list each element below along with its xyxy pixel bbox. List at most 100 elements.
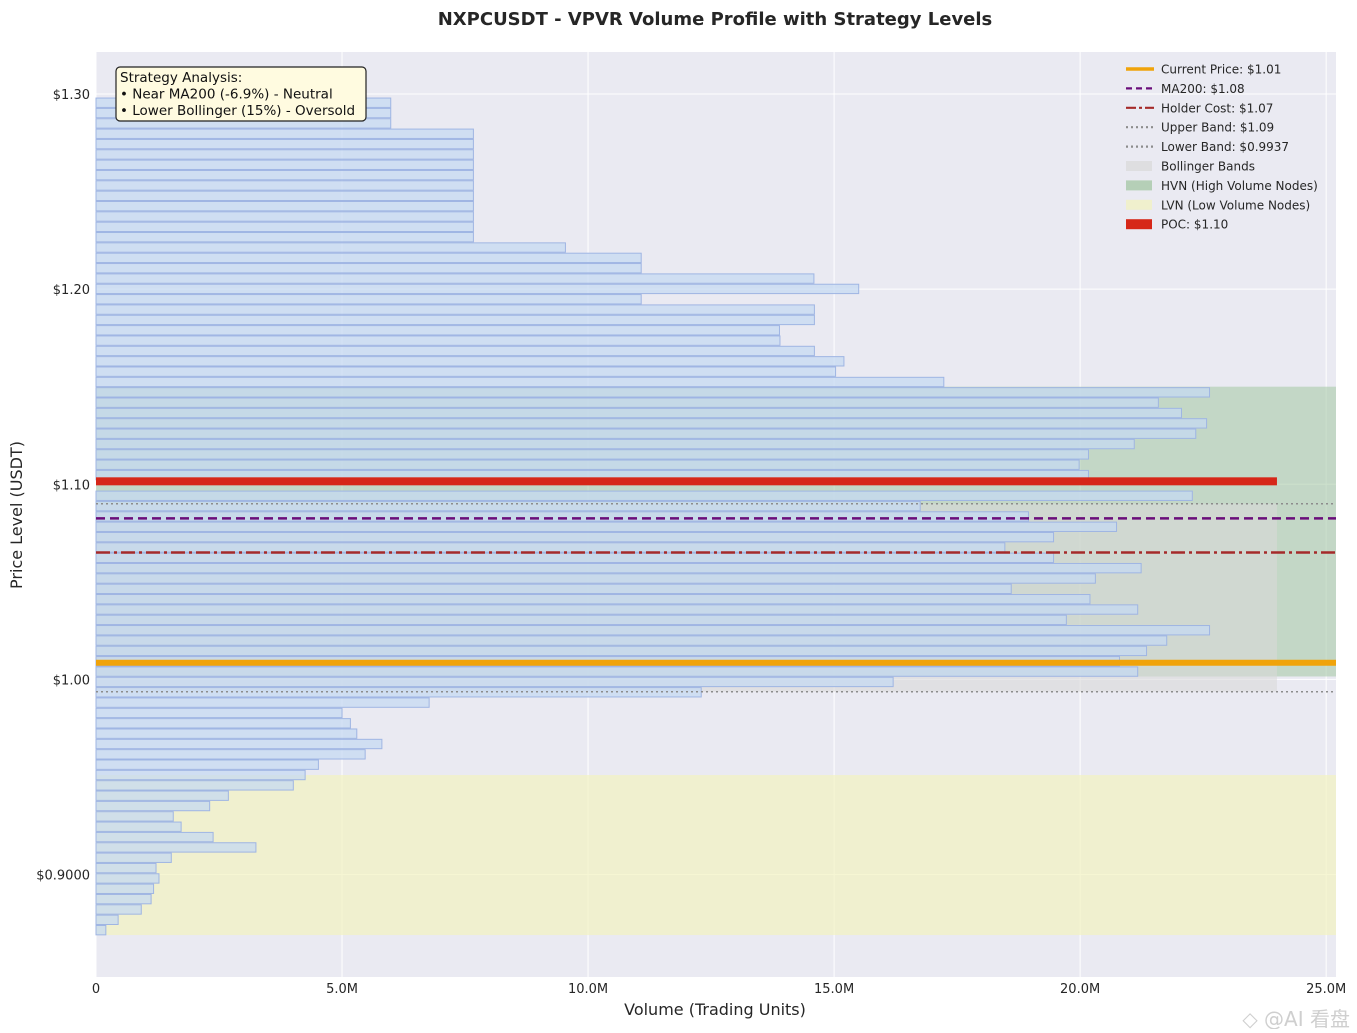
volume-bar-53 [95, 376, 945, 388]
legend-label-7: LVN (Low Volume Nodes) [1161, 198, 1310, 212]
volume-bar-1 [95, 914, 119, 926]
legend-label-6: HVN (High Volume Nodes) [1161, 179, 1318, 193]
x-tick-label-5: 25.0M [1306, 982, 1346, 997]
volume-bar-50 [95, 407, 1182, 419]
volume-bar-42 [95, 490, 1193, 501]
volume-bar-69 [95, 211, 474, 222]
volume-bar-7 [95, 852, 172, 863]
volume-bar-27 [95, 645, 1148, 657]
volume-bar-21 [95, 707, 343, 719]
y-tick-label-4: $1.30 [53, 88, 90, 103]
volume-bar-36 [95, 552, 1055, 564]
volume-bar-61 [95, 294, 642, 305]
strategy-levels [96, 503, 1336, 693]
legend-swatch-6 [1126, 180, 1152, 191]
volume-bar-6 [95, 862, 157, 874]
legend-label-3: Upper Band: $1.09 [1161, 121, 1274, 135]
x-tick-label-3: 15.0M [814, 982, 854, 997]
x-tick-label-2: 10.0M [568, 982, 608, 997]
legend-label-0: Current Price: $1.01 [1161, 63, 1281, 77]
x-tick-label-0: 0 [92, 982, 100, 997]
volume-bar-63 [95, 273, 815, 284]
volume-bar-73 [95, 169, 474, 181]
annotation-line-1: • Near MA200 (-6.9%) - Neutral [120, 87, 333, 103]
volume-bar-54 [95, 366, 837, 377]
axis-ticks: 0 5.0M 10.0M 15.0M 20.0M 25.0M $0.9000 $1.00 $1.… [36, 88, 1346, 997]
volume-bar-31 [95, 604, 1139, 615]
x-axis-label: Volume (Trading Units) [624, 1000, 806, 1019]
volume-bar-59 [95, 314, 815, 326]
zone-2 [96, 775, 1336, 936]
volume-bar-12 [95, 800, 211, 812]
legend-label-1: MA200: $1.08 [1161, 82, 1245, 96]
volume-bar-28 [95, 635, 1168, 646]
volume-bar-76 [95, 138, 474, 150]
volume-bars [95, 97, 1277, 936]
volume-bar-75 [95, 149, 474, 160]
volume-bar-48 [95, 428, 1197, 439]
volume-bar-32 [95, 594, 1091, 605]
volume-bar-22 [95, 697, 430, 708]
volume-bar-47 [95, 438, 1135, 450]
volume-bar-57 [95, 335, 781, 346]
volume-bar-15 [95, 769, 306, 781]
volume-bar-60 [95, 304, 815, 315]
y-tick-label-0: $0.9000 [36, 869, 90, 884]
volume-bar-25 [95, 666, 1139, 677]
volume-bar-2 [95, 904, 142, 915]
volume-bar-24 [95, 676, 894, 688]
legend-label-2: Holder Cost: $1.07 [1161, 101, 1273, 115]
volume-bar-38 [95, 531, 1055, 543]
volume-bar-4 [95, 883, 155, 894]
volume-bar-13 [95, 790, 229, 801]
volume-bar-71 [95, 190, 474, 202]
volume-bar-52 [95, 387, 1211, 398]
volume-bar-29 [95, 625, 1211, 636]
volume-bar-55 [95, 356, 845, 367]
volume-bar-40 [95, 511, 1029, 522]
volume-bar-77 [95, 128, 474, 139]
volume-bar-66 [95, 242, 566, 253]
x-tick-label-4: 20.0M [1060, 982, 1100, 997]
volume-bar-0 [95, 924, 107, 936]
legend-label-8: POC: $1.10 [1161, 218, 1228, 232]
legend-swatch-8 [1126, 219, 1152, 230]
annotation-line-0: Strategy Analysis: [120, 70, 242, 86]
volume-bar-14 [95, 780, 294, 791]
volume-bar-64 [95, 263, 642, 274]
volume-bar-67 [95, 232, 474, 243]
volume-bar-5 [95, 873, 160, 884]
volume-bar-16 [95, 759, 319, 770]
volume-bar-34 [95, 573, 1096, 584]
volume-bar-35 [95, 562, 1142, 574]
annotation-line-2: • Lower Bollinger (15%) - Oversold [120, 103, 355, 119]
volume-bar-58 [95, 325, 780, 336]
volume-bar-8 [95, 842, 257, 853]
volume-bar-41 [95, 500, 921, 512]
volume-bar-11 [95, 811, 174, 822]
y-tick-label-3: $1.20 [53, 283, 90, 298]
volume-bar-3 [95, 893, 152, 905]
y-axis-label: Price Level (USDT) [7, 441, 26, 589]
legend-label-5: Bollinger Bands [1161, 160, 1255, 174]
annotation-box [115, 66, 367, 122]
volume-bar-9 [95, 831, 214, 843]
legend-label-4: Lower Band: $0.9937 [1161, 140, 1289, 154]
watermark-text: ◇ @AI 看盘 [1242, 1007, 1350, 1029]
volume-bar-72 [95, 180, 474, 191]
volume-bar-56 [95, 345, 815, 357]
volume-bar-49 [95, 418, 1208, 429]
volume-bar-70 [95, 200, 474, 212]
volume-bar-19 [95, 728, 358, 739]
legend-swatch-7 [1126, 199, 1152, 210]
volume-bar-62 [95, 283, 860, 295]
volume-bar-39 [95, 521, 1118, 532]
volume-bar-18 [95, 738, 383, 750]
volume-bar-20 [95, 718, 351, 729]
volume-bar-65 [95, 252, 642, 264]
volume-bar-74 [95, 159, 474, 170]
strategy-annotation: Strategy Analysis:• Near MA200 (-6.9%) -… [115, 66, 367, 122]
poc-bar [96, 477, 1277, 486]
